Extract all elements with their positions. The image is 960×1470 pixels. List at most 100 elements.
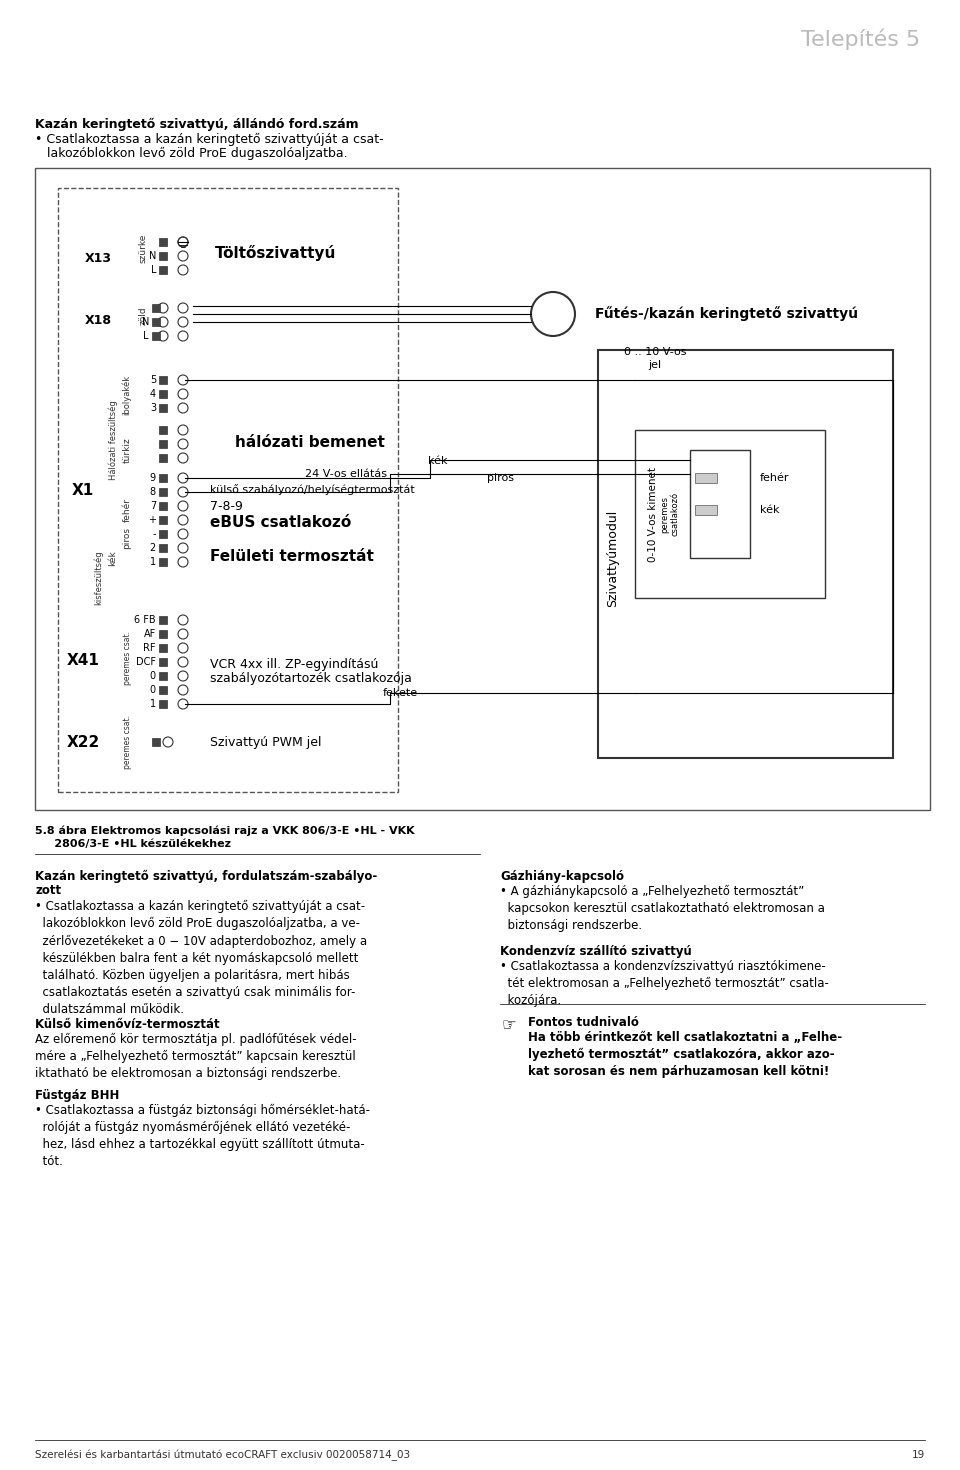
Text: +: +	[148, 514, 156, 525]
Text: L: L	[143, 331, 149, 341]
Text: L: L	[151, 265, 156, 275]
Text: 0 .. 10 V-os: 0 .. 10 V-os	[624, 347, 686, 357]
Bar	[58, 188, 398, 792]
Bar	[159, 616, 167, 623]
Text: kék: kék	[428, 456, 447, 466]
Bar	[159, 454, 167, 462]
Text: 6 FB: 6 FB	[134, 614, 156, 625]
Text: Fontos tudnivaló: Fontos tudnivaló	[528, 1016, 638, 1029]
Bar	[159, 501, 167, 510]
Text: külső szabályozó/helyíségtermosztát: külső szabályozó/helyíségtermosztát	[210, 485, 415, 495]
Bar	[159, 531, 167, 538]
Text: 2806/3-E •HL készülékekhez: 2806/3-E •HL készülékekhez	[35, 839, 231, 850]
Text: Külső kimenővíz-termosztát: Külső kimenővíz-termosztát	[35, 1019, 220, 1030]
Bar	[159, 390, 167, 398]
Text: AF: AF	[144, 629, 156, 639]
Text: kék: kék	[108, 550, 117, 566]
Text: VCR 4xx ill. ZP-egyindítású: VCR 4xx ill. ZP-egyindítású	[210, 657, 378, 670]
Text: X18: X18	[84, 313, 111, 326]
Text: fehér: fehér	[760, 473, 789, 484]
Text: X41: X41	[66, 653, 100, 667]
Text: X13: X13	[84, 251, 111, 265]
Bar	[159, 266, 167, 273]
Text: peremes csat.: peremes csat.	[123, 714, 132, 769]
Text: Felületi termosztát: Felületi termosztát	[210, 548, 373, 563]
Text: ☞: ☞	[502, 1016, 516, 1033]
Text: hálózati bemenet: hálózati bemenet	[235, 435, 385, 450]
Bar	[635, 431, 825, 598]
Bar	[598, 350, 893, 759]
Text: 1: 1	[150, 700, 156, 709]
Bar	[159, 544, 167, 553]
Text: kék: kék	[760, 506, 780, 514]
Text: 8: 8	[150, 487, 156, 497]
Bar	[159, 700, 167, 709]
Text: Hálózati feszültség: Hálózati feszültség	[108, 400, 118, 479]
Text: • Csatlakoztassa a kazán keringtető szivattyúját a csat-
  lakozóblokkon levő zö: • Csatlakoztassa a kazán keringtető sziv…	[35, 900, 367, 1016]
Bar	[152, 332, 160, 340]
Text: 7: 7	[150, 501, 156, 512]
Text: zöld: zöld	[138, 307, 148, 325]
Text: Az előremenő kör termosztátja pl. padlófűtések védel-
mére a „Felhelyezhető term: Az előremenő kör termosztátja pl. padlóf…	[35, 1033, 356, 1080]
Text: fehér: fehér	[123, 498, 132, 522]
Text: -: -	[153, 529, 156, 539]
Text: X1: X1	[72, 482, 94, 497]
Bar	[159, 631, 167, 638]
Text: 0: 0	[150, 685, 156, 695]
Text: 2: 2	[150, 542, 156, 553]
Bar	[695, 506, 717, 514]
Text: • A gázhiánykapcsoló a „Felhelyezhető termosztát”
  kapcsokon keresztül csatlako: • A gázhiánykapcsoló a „Felhelyezhető te…	[500, 885, 825, 932]
Bar	[159, 473, 167, 482]
Bar	[159, 238, 167, 245]
Text: • Csatlakoztassa a kondenzvízszivattyú riasztókimene-
  tét elektromosan a „Felh: • Csatlakoztassa a kondenzvízszivattyú r…	[500, 960, 828, 1007]
Bar	[159, 659, 167, 666]
Text: Füstgáz BHH: Füstgáz BHH	[35, 1089, 119, 1102]
Text: jel: jel	[648, 360, 661, 370]
Text: türkiz: türkiz	[123, 437, 132, 463]
Bar	[159, 644, 167, 653]
Bar	[152, 318, 160, 326]
Text: X22: X22	[66, 735, 100, 750]
Text: • Csatlakoztassa a füstgáz biztonsági hőmérséklet-hatá-
  rolóját a füstgáz nyom: • Csatlakoztassa a füstgáz biztonsági hő…	[35, 1104, 370, 1169]
Text: szabályozótartozék csatlakozója: szabályozótartozék csatlakozója	[210, 672, 412, 685]
Text: lakozóblokkon levő zöld ProE dugaszolóaljzatba.: lakozóblokkon levő zöld ProE dugaszolóal…	[47, 147, 348, 160]
Text: Kondenzvíz szállító szivattyú: Kondenzvíz szállító szivattyú	[500, 945, 692, 958]
Text: 7-8-9: 7-8-9	[210, 500, 243, 513]
Text: szürke: szürke	[138, 234, 148, 263]
Bar	[159, 686, 167, 694]
Text: RF: RF	[143, 642, 156, 653]
Text: peremes csat.: peremes csat.	[123, 631, 132, 685]
Text: 0-10 V-os kimenet: 0-10 V-os kimenet	[648, 466, 658, 562]
Text: Gázhiány-kapcsoló: Gázhiány-kapcsoló	[500, 870, 624, 883]
Bar	[152, 304, 160, 312]
Text: 0: 0	[150, 670, 156, 681]
Bar	[159, 516, 167, 523]
Text: Töltőszivattyú: Töltőszivattyú	[215, 245, 336, 262]
Text: 9: 9	[150, 473, 156, 484]
Text: Ha több érintkezőt kell csatlakoztatni a „Felhe-
lyezhető termosztát” csatlakozó: Ha több érintkezőt kell csatlakoztatni a…	[528, 1030, 842, 1078]
Text: Szerelési és karbantartási útmutató ecoCRAFT exclusiv 0020058714_03: Szerelési és karbantartási útmutató ecoC…	[35, 1449, 410, 1461]
Text: Szivattyú PWM jel: Szivattyú PWM jel	[210, 735, 322, 748]
Text: kisfeszültség: kisfeszültség	[93, 551, 103, 606]
Bar	[159, 672, 167, 681]
Bar	[159, 251, 167, 260]
Text: peremes
csatlakozó: peremes csatlakozó	[660, 492, 680, 537]
Text: 5.8 ábra Elektromos kapcsolási rajz a VKK 806/3-E •HL - VKK: 5.8 ábra Elektromos kapcsolási rajz a VK…	[35, 825, 415, 835]
Bar	[159, 488, 167, 495]
Text: fekete: fekete	[383, 688, 419, 698]
Text: Szivattyúmodul: Szivattyúmodul	[607, 510, 619, 607]
Text: piros: piros	[487, 473, 514, 484]
Text: N: N	[142, 318, 149, 326]
Text: • Csatlakoztassa a kazán keringtető szivattyúját a csat-: • Csatlakoztassa a kazán keringtető sziv…	[35, 132, 384, 146]
Text: Kazán keringtető szivattyú, állándó ford.szám: Kazán keringtető szivattyú, állándó ford…	[35, 118, 359, 131]
Text: Fűtés-/kazán keringtető szivattyú: Fűtés-/kazán keringtető szivattyú	[595, 307, 858, 322]
Text: Kazán keringtető szivattyú, fordulatszám-szabályo-: Kazán keringtető szivattyú, fordulatszám…	[35, 870, 377, 883]
Bar	[159, 559, 167, 566]
Bar	[159, 426, 167, 434]
Text: zott: zott	[35, 883, 61, 897]
Text: Telepítés 5: Telepítés 5	[801, 28, 920, 50]
Bar	[695, 473, 717, 484]
Text: piros: piros	[123, 528, 132, 548]
Text: 1: 1	[150, 557, 156, 567]
Bar	[152, 738, 160, 745]
